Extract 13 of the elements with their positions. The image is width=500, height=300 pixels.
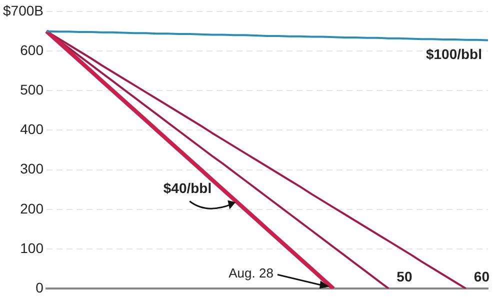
y-tick-label: 100: [20, 240, 44, 256]
y-tick-label: 300: [20, 160, 44, 177]
y-tick-label: $700B: [3, 2, 44, 18]
series-label: $100/bbl: [426, 46, 482, 62]
y-tick-label: 0: [36, 279, 44, 296]
y-tick-label: 600: [20, 42, 44, 58]
y-tick-label: 200: [20, 200, 44, 216]
y-tick-label: 400: [20, 121, 44, 138]
annotation: Aug. 28: [228, 266, 274, 281]
series-label: 60: [474, 268, 490, 284]
series-label: 50: [396, 268, 412, 284]
y-tick-label: 500: [20, 81, 44, 98]
series-label: $40/bbl: [163, 180, 212, 196]
